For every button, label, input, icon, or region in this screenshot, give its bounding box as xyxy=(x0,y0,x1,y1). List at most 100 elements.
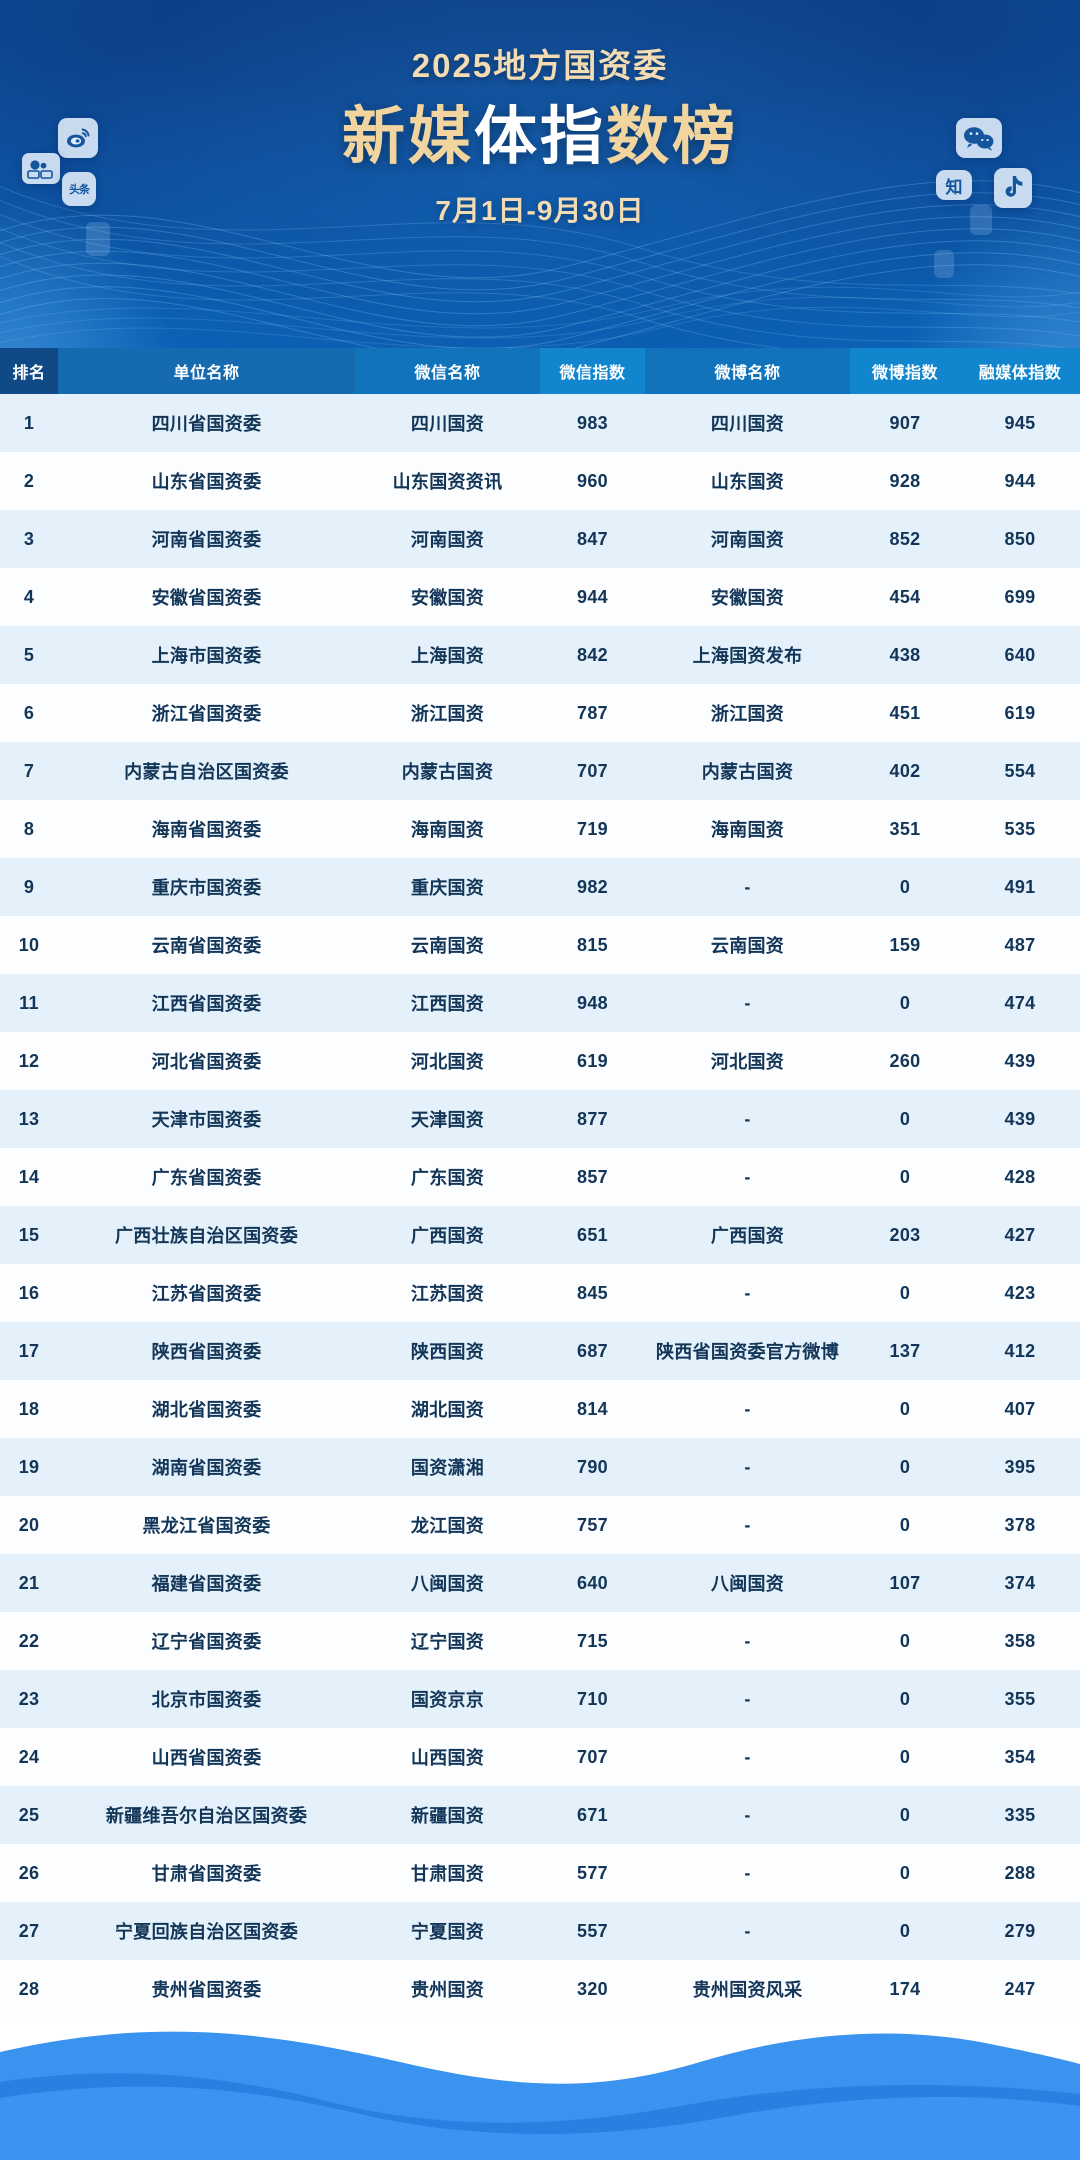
cell-rank: 4 xyxy=(0,568,58,626)
table-row[interactable]: 20 黑龙江省国资委 龙江国资 757-0 378 xyxy=(0,1496,1080,1554)
table-row[interactable]: 21 福建省国资委 八闽国资 640 八闽国资 107 374 xyxy=(0,1554,1080,1612)
table-row[interactable]: 15 广西壮族自治区国资委 广西国资 651 广西国资 203 427 xyxy=(0,1206,1080,1264)
cell-rank: 13 xyxy=(0,1090,58,1148)
cell-total-index: 619 xyxy=(960,684,1080,742)
cell-wechat-index: 790 xyxy=(540,1438,645,1496)
table-row[interactable]: 12 河北省国资委 河北国资 619 河北国资 260 439 xyxy=(0,1032,1080,1090)
table-row[interactable]: 10 云南省国资委 云南国资 815 云南国资 159 487 xyxy=(0,916,1080,974)
cell-unit-name: 辽宁省国资委 xyxy=(58,1612,355,1670)
main-title-part-3: 数榜 xyxy=(606,102,738,173)
cell-wechat-index: 707 xyxy=(540,742,645,800)
column-header-rank[interactable]: 排名 xyxy=(0,348,58,394)
cell-wechat-index: 982 xyxy=(540,858,645,916)
banner-main-title: 新媒体指数榜 xyxy=(0,102,1080,173)
column-header-total-index[interactable]: 融媒体指数 xyxy=(960,348,1080,394)
cell-wechat-name: 宁夏国资 xyxy=(355,1902,540,1960)
table-row[interactable]: 22 辽宁省国资委 辽宁国资 715-0 358 xyxy=(0,1612,1080,1670)
cell-wechat-index: 857 xyxy=(540,1148,645,1206)
table-row[interactable]: 2 山东省国资委 山东国资资讯 960 山东国资 928 944 xyxy=(0,452,1080,510)
cell-total-index: 439 xyxy=(960,1032,1080,1090)
cell-total-index: 487 xyxy=(960,916,1080,974)
cell-weibo-name: 云南国资 xyxy=(645,916,850,974)
table-row[interactable]: 14 广东省国资委 广东国资 857-0 428 xyxy=(0,1148,1080,1206)
cell-total-index: 335 xyxy=(960,1786,1080,1844)
column-header-wechat-index[interactable]: 微信指数 xyxy=(540,348,645,394)
cell-weibo-index: 0 xyxy=(850,1438,960,1496)
table-row[interactable]: 5 上海市国资委 上海国资 842 上海国资发布 438 640 xyxy=(0,626,1080,684)
cell-wechat-index: 948 xyxy=(540,974,645,1032)
cell-unit-name: 四川省国资委 xyxy=(58,394,355,452)
cell-unit-name: 宁夏回族自治区国资委 xyxy=(58,1902,355,1960)
table-row[interactable]: 18 湖北省国资委 湖北国资 814-0 407 xyxy=(0,1380,1080,1438)
cell-weibo-index: 351 xyxy=(850,800,960,858)
cell-weibo-index: 107 xyxy=(850,1554,960,1612)
table-row[interactable]: 17 陕西省国资委 陕西国资 687 陕西省国资委官方微博 137 412 xyxy=(0,1322,1080,1380)
cell-total-index: 427 xyxy=(960,1206,1080,1264)
cell-weibo-index: 0 xyxy=(850,1380,960,1438)
cell-weibo-name: - xyxy=(645,1786,850,1844)
table-row[interactable]: 1 四川省国资委 四川国资 983 四川国资 907 945 xyxy=(0,394,1080,452)
cell-wechat-name: 浙江国资 xyxy=(355,684,540,742)
cell-wechat-name: 海南国资 xyxy=(355,800,540,858)
table-row[interactable]: 19 湖南省国资委 国资潇湘 790-0 395 xyxy=(0,1438,1080,1496)
table-row[interactable]: 8 海南省国资委 海南国资 719 海南国资 351 535 xyxy=(0,800,1080,858)
cell-rank: 1 xyxy=(0,394,58,452)
table-row[interactable]: 27 宁夏回族自治区国资委 宁夏国资 557-0 279 xyxy=(0,1902,1080,1960)
cell-wechat-name: 河南国资 xyxy=(355,510,540,568)
table-row[interactable]: 26 甘肃省国资委 甘肃国资 577-0 288 xyxy=(0,1844,1080,1902)
column-header-weibo-index[interactable]: 微博指数 xyxy=(850,348,960,394)
cell-total-index: 395 xyxy=(960,1438,1080,1496)
table-row[interactable]: 25 新疆维吾尔自治区国资委 新疆国资 671-0 335 xyxy=(0,1786,1080,1844)
cell-total-index: 407 xyxy=(960,1380,1080,1438)
ghost-card-decoration xyxy=(934,250,954,278)
cell-rank: 16 xyxy=(0,1264,58,1322)
cell-total-index: 355 xyxy=(960,1670,1080,1728)
cell-rank: 23 xyxy=(0,1670,58,1728)
column-header-unit[interactable]: 单位名称 xyxy=(58,348,355,394)
cell-wechat-index: 710 xyxy=(540,1670,645,1728)
cell-unit-name: 福建省国资委 xyxy=(58,1554,355,1612)
cell-wechat-index: 787 xyxy=(540,684,645,742)
table-row[interactable]: 16 江苏省国资委 江苏国资 845-0 423 xyxy=(0,1264,1080,1322)
main-title-part-2: 体指 xyxy=(474,102,606,173)
cell-wechat-index: 960 xyxy=(540,452,645,510)
cell-total-index: 423 xyxy=(960,1264,1080,1322)
cell-wechat-index: 557 xyxy=(540,1902,645,1960)
ranking-table: 排名 单位名称 微信名称 微信指数 微博名称 微博指数 融媒体指数 1 四川省国资… xyxy=(0,348,1080,2018)
table-row[interactable]: 9 重庆市国资委 重庆国资 982-0 491 xyxy=(0,858,1080,916)
cell-wechat-index: 944 xyxy=(540,568,645,626)
cell-total-index: 279 xyxy=(960,1902,1080,1960)
table-row[interactable]: 28 贵州省国资委 贵州国资 320 贵州国资风采 174 247 xyxy=(0,1960,1080,2018)
cell-weibo-name: 河北国资 xyxy=(645,1032,850,1090)
column-header-wechat-name[interactable]: 微信名称 xyxy=(355,348,540,394)
cell-weibo-index: 159 xyxy=(850,916,960,974)
cell-weibo-index: 174 xyxy=(850,1960,960,2018)
cell-wechat-name: 湖北国资 xyxy=(355,1380,540,1438)
cell-rank: 6 xyxy=(0,684,58,742)
table-row[interactable]: 4 安徽省国资委 安徽国资 944 安徽国资 454 699 xyxy=(0,568,1080,626)
cell-total-index: 358 xyxy=(960,1612,1080,1670)
cell-unit-name: 重庆市国资委 xyxy=(58,858,355,916)
table-row[interactable]: 13 天津市国资委 天津国资 877-0 439 xyxy=(0,1090,1080,1148)
column-header-weibo-name[interactable]: 微博名称 xyxy=(645,348,850,394)
cell-wechat-name: 新疆国资 xyxy=(355,1786,540,1844)
cell-weibo-index: 137 xyxy=(850,1322,960,1380)
table-row[interactable]: 6 浙江省国资委 浙江国资 787 浙江国资 451 619 xyxy=(0,684,1080,742)
cell-wechat-index: 715 xyxy=(540,1612,645,1670)
cell-wechat-name: 陕西国资 xyxy=(355,1322,540,1380)
banner-titles: 2025地方国资委 新媒体指数榜 7月1日-9月30日 xyxy=(0,47,1080,229)
cell-weibo-name: 上海国资发布 xyxy=(645,626,850,684)
cell-wechat-index: 619 xyxy=(540,1032,645,1090)
cell-unit-name: 贵州省国资委 xyxy=(58,1960,355,2018)
table-row[interactable]: 11 江西省国资委 江西国资 948-0 474 xyxy=(0,974,1080,1032)
table-row[interactable]: 24 山西省国资委 山西国资 707-0 354 xyxy=(0,1728,1080,1786)
table-row[interactable]: 7 内蒙古自治区国资委 内蒙古国资 707 内蒙古国资 402 554 xyxy=(0,742,1080,800)
cell-rank: 15 xyxy=(0,1206,58,1264)
cell-wechat-name: 八闽国资 xyxy=(355,1554,540,1612)
cell-wechat-index: 845 xyxy=(540,1264,645,1322)
table-row[interactable]: 23 北京市国资委 国资京京 710-0 355 xyxy=(0,1670,1080,1728)
cell-wechat-name: 广东国资 xyxy=(355,1148,540,1206)
cell-unit-name: 甘肃省国资委 xyxy=(58,1844,355,1902)
cell-wechat-name: 江西国资 xyxy=(355,974,540,1032)
table-row[interactable]: 3 河南省国资委 河南国资 847 河南国资 852 850 xyxy=(0,510,1080,568)
